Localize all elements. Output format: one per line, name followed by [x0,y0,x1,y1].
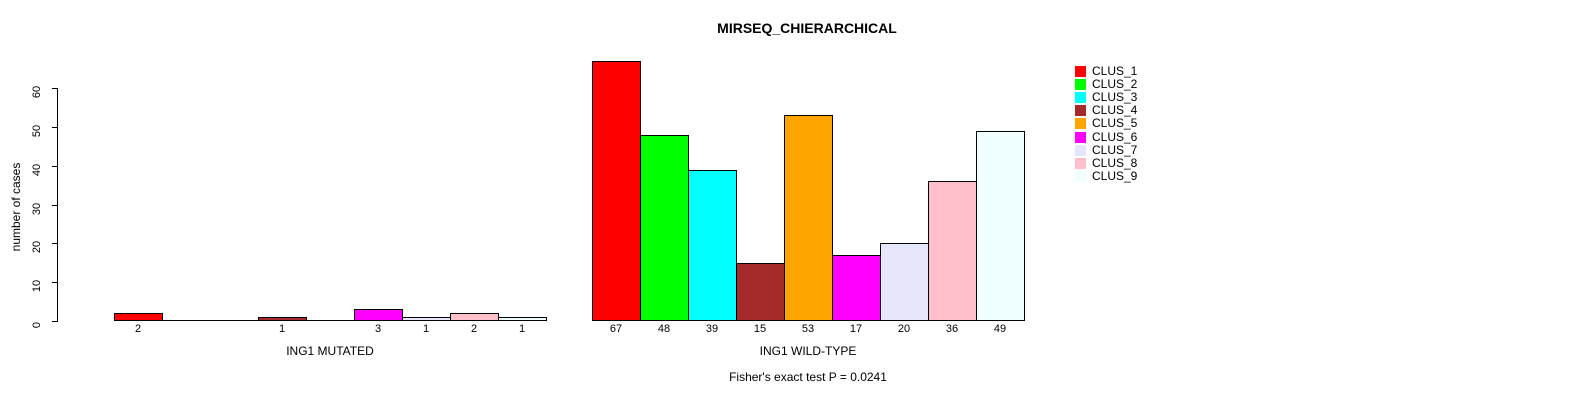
bar-value-label: 20 [897,323,911,335]
bar-value-label: 2 [134,323,142,335]
bar-clus_8-g2 [928,181,977,321]
legend-swatch [1075,79,1086,91]
bar-clus_9-g1 [498,317,547,321]
group-label-1: ING1 MUTATED [286,344,374,358]
group-label-2: ING1 WILD-TYPE [759,344,857,358]
legend-item-clus_4: CLUS_4 [1075,104,1137,117]
bar-clus_4-g2 [736,263,785,321]
bar-clus_2-g2 [640,135,689,321]
bar-clus_7-g2 [880,243,929,321]
bar-clus_9-g2 [976,131,1025,321]
legend-swatch [1075,144,1086,156]
legend-swatch [1075,170,1086,182]
bar-clus_6-g1 [354,309,403,321]
y-axis-line [57,88,58,322]
legend-swatch [1075,66,1086,78]
y-tick [52,243,57,244]
zero-bar-clus_5-g1 [306,320,355,321]
y-tick-label-text: 10 [31,279,43,293]
y-tick-label-text: 50 [31,124,43,138]
legend-swatch [1075,131,1086,143]
bar-value-label: 1 [518,323,526,335]
y-tick [52,205,57,206]
y-tick [52,88,57,89]
legend-item-clus_2: CLUS_2 [1075,78,1137,91]
zero-bar-clus_2-g1 [162,320,211,321]
y-tick-label-text: 40 [31,163,43,177]
y-tick [52,127,57,128]
bar-clus_6-g2 [832,255,881,321]
bar-value-label: 67 [609,323,623,335]
legend-label: CLUS_4 [1092,103,1138,118]
y-tick [52,166,57,167]
legend-item-clus_7: CLUS_7 [1075,142,1138,157]
legend-label: CLUS_7 [1092,142,1138,157]
bar-value-label: 1 [278,323,286,335]
y-axis-title-text: number of cases [9,162,23,252]
bar-value-label: 3 [374,323,382,335]
bar-value-label: 36 [945,323,959,335]
legend-item-clus_5: CLUS_5 [1075,117,1137,130]
chart-title: MIRSEQ_CHIERARCHICAL [717,20,897,36]
bar-value-label: 2 [470,323,478,335]
legend-item-clus_1: CLUS_1 [1075,65,1137,78]
legend-swatch [1075,157,1086,169]
fisher-test-footnote: Fisher's exact test P = 0.0241 [729,370,887,384]
bar-clus_4-g1 [258,317,307,321]
zero-bar-clus_3-g1 [210,320,259,321]
bar-value-label: 53 [801,323,815,335]
y-tick-label-text: 0 [31,321,43,329]
legend-label: CLUS_5 [1092,116,1138,131]
bar-clus_3-g2 [688,170,737,321]
legend-label: CLUS_9 [1092,168,1138,183]
y-tick-label-text: 60 [31,85,43,99]
bar-value-label: 17 [849,323,863,335]
legend-item-clus_8: CLUS_8 [1075,155,1138,170]
legend-label: CLUS_1 [1092,64,1138,79]
bar-clus_1-g2 [592,61,641,321]
legend-swatch [1075,105,1086,117]
y-tick-label-text: 30 [31,202,43,216]
y-tick [52,282,57,283]
bar-value-label: 15 [753,323,767,335]
bar-value-label: 49 [993,323,1007,335]
legend-item-clus_3: CLUS_3 [1075,91,1137,104]
bar-clus_7-g1 [402,317,451,321]
legend-swatch [1075,92,1086,104]
legend-item-clus_9: CLUS_9 [1075,168,1138,183]
y-tick [52,321,57,322]
bar-value-label: 48 [657,323,671,335]
legend-swatch [1075,118,1086,130]
legend-label: CLUS_2 [1092,77,1138,92]
bar-value-label: 1 [422,323,430,335]
legend-item-clus_6: CLUS_6 [1075,130,1137,143]
legend-label: CLUS_6 [1092,129,1138,144]
y-tick-label-text: 20 [31,240,43,254]
legend: CLUS_1 CLUS_2 CLUS_3 CLUS_4 CLUS_5 CLUS_6 CLUS… [1075,65,1137,183]
bar-clus_1-g1 [114,313,163,321]
legend-label: CLUS_8 [1092,155,1138,170]
bar-value-label: 39 [705,323,719,335]
bar-clus_8-g1 [450,313,499,321]
legend-label: CLUS_3 [1092,90,1138,105]
bar-clus_5-g2 [784,115,833,321]
